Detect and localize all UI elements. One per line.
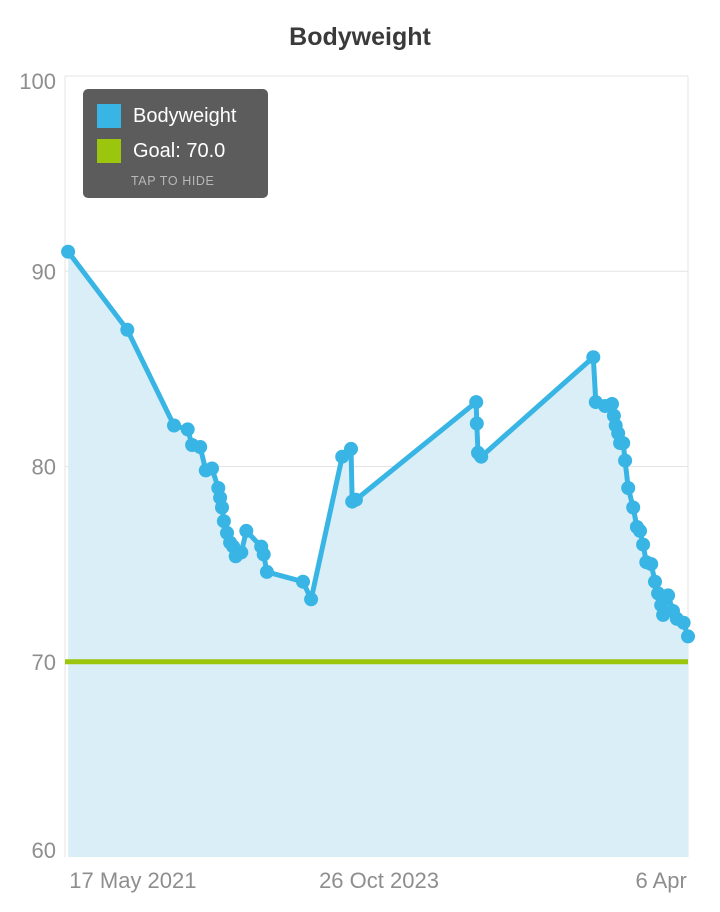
y-axis-label-90: 90 bbox=[32, 259, 56, 284]
data-point-31[interactable] bbox=[586, 350, 601, 365]
data-point-7[interactable] bbox=[205, 461, 219, 476]
data-point-26[interactable] bbox=[348, 492, 363, 507]
data-point-0[interactable] bbox=[61, 244, 76, 259]
data-point-48[interactable] bbox=[648, 574, 662, 589]
data-point-47[interactable] bbox=[644, 557, 659, 572]
data-point-41[interactable] bbox=[621, 481, 636, 495]
bodyweight-series-swatch-icon bbox=[97, 104, 121, 128]
legend-row-goal: Goal: 70.0 bbox=[97, 139, 254, 163]
data-point-28[interactable] bbox=[469, 416, 484, 431]
x-axis-label-0: 17 May 2021 bbox=[69, 868, 196, 893]
data-point-24[interactable] bbox=[344, 441, 358, 456]
data-point-42[interactable] bbox=[626, 500, 641, 515]
y-axis-label-100: 100 bbox=[19, 69, 56, 94]
data-point-17[interactable] bbox=[239, 523, 254, 538]
legend-row-bodyweight: Bodyweight bbox=[97, 104, 254, 128]
data-point-30[interactable] bbox=[474, 449, 489, 464]
data-point-27[interactable] bbox=[469, 395, 484, 410]
data-point-56[interactable] bbox=[681, 629, 695, 644]
data-point-21[interactable] bbox=[296, 574, 310, 589]
data-point-10[interactable] bbox=[215, 500, 229, 515]
data-point-20[interactable] bbox=[259, 564, 274, 579]
bodyweight-series-label: Bodyweight bbox=[133, 105, 237, 127]
data-point-55[interactable] bbox=[676, 615, 691, 630]
page-title: Bodyweight bbox=[289, 23, 431, 51]
data-point-34[interactable] bbox=[605, 397, 619, 411]
y-axis-label-70: 70 bbox=[32, 650, 56, 675]
y-axis-label-80: 80 bbox=[32, 455, 56, 480]
data-point-1[interactable] bbox=[120, 322, 135, 337]
data-point-45[interactable] bbox=[636, 537, 651, 552]
data-point-19[interactable] bbox=[256, 547, 271, 562]
legend-tap-to-hide-hint: TAP TO HIDE bbox=[131, 174, 215, 188]
data-point-22[interactable] bbox=[304, 592, 319, 607]
y-axis-label-60: 60 bbox=[32, 838, 56, 863]
data-point-44[interactable] bbox=[633, 523, 647, 538]
series-area-fill bbox=[68, 251, 689, 857]
data-point-3[interactable] bbox=[180, 422, 195, 437]
data-point-39[interactable] bbox=[616, 436, 631, 451]
x-axis-label-2: 6 Apr bbox=[636, 868, 687, 893]
data-point-52[interactable] bbox=[661, 588, 676, 603]
goal-series-label: Goal: 70.0 bbox=[133, 140, 226, 162]
chart-legend[interactable]: Bodyweight Goal: 70.0 TAP TO HIDE bbox=[83, 89, 268, 198]
data-point-5[interactable] bbox=[193, 440, 208, 454]
data-point-2[interactable] bbox=[167, 418, 181, 433]
data-point-40[interactable] bbox=[618, 453, 633, 468]
goal-series-swatch-icon bbox=[97, 139, 121, 163]
data-point-16[interactable] bbox=[234, 545, 249, 560]
data-point-11[interactable] bbox=[216, 514, 231, 529]
x-axis-label-1: 26 Oct 2023 bbox=[319, 868, 439, 893]
